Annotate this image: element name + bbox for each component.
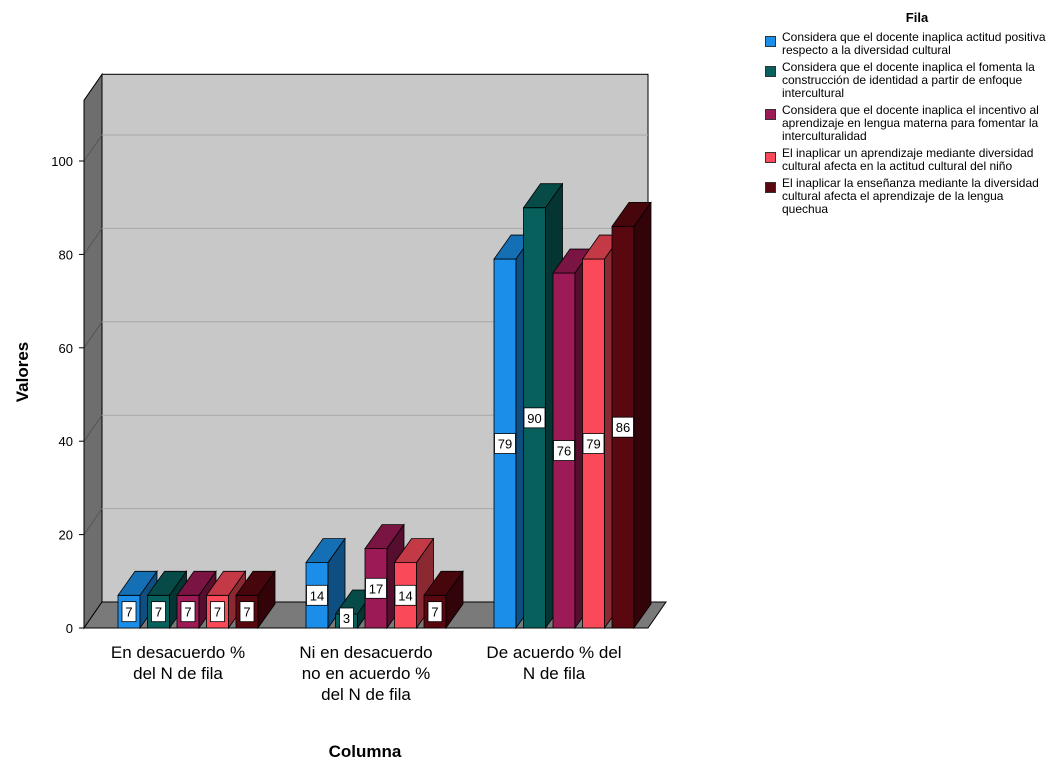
- bar-side: [633, 201, 652, 630]
- y-axis-title: Valores: [13, 342, 32, 403]
- data-label: 7: [155, 605, 162, 620]
- legend-label: Considera que el docente inaplica el inc…: [782, 103, 1039, 143]
- legend-label: El inaplicar un aprendizaje mediante div…: [782, 146, 1034, 173]
- data-label-box: [612, 416, 634, 438]
- legend-swatch: [765, 36, 776, 47]
- data-label: 7: [125, 605, 132, 620]
- legend-swatch: [765, 152, 776, 163]
- data-label-box: [151, 601, 166, 623]
- gridline-side: [83, 414, 103, 442]
- legend-swatch: [765, 66, 776, 77]
- y-tick-label: 80: [59, 247, 73, 262]
- data-label-box: [582, 433, 605, 454]
- y-tick-label: 60: [59, 341, 73, 356]
- legend-swatch: [765, 109, 776, 120]
- gridline-side: [83, 508, 103, 535]
- bar: 86: [611, 201, 652, 630]
- y-tick-label: 40: [59, 434, 73, 449]
- legend-item: Considera que el docente inaplica actitu…: [765, 31, 1047, 57]
- data-label-box: [553, 440, 575, 461]
- data-label: 76: [557, 444, 571, 459]
- x-category-label: En desacuerdo % del N de fila: [111, 643, 245, 683]
- data-label-box: [394, 584, 417, 606]
- data-label-box: [210, 601, 225, 623]
- bar: 7: [423, 570, 464, 630]
- legend-items: Considera que el docente inaplica actitu…: [765, 31, 1047, 216]
- data-label: 7: [184, 605, 191, 620]
- data-label: 7: [431, 605, 438, 620]
- data-label: 79: [586, 437, 600, 452]
- data-label-box: [339, 607, 354, 629]
- legend-item: El inaplicar un aprendizaje mediante div…: [765, 147, 1047, 173]
- x-category-label: De acuerdo % del N de fila: [486, 643, 621, 683]
- y-tick-label: 0: [66, 621, 73, 636]
- data-label: 14: [398, 588, 412, 603]
- data-label: 7: [243, 605, 250, 620]
- gridline-side: [83, 321, 103, 349]
- x-axis-title: Columna: [329, 742, 402, 760]
- data-label-box: [239, 601, 255, 623]
- legend: Fila Considera que el docente inaplica a…: [765, 10, 1047, 220]
- bar-side: [257, 570, 276, 630]
- gridline-side: [83, 134, 103, 162]
- bar: 14: [305, 537, 346, 630]
- data-label-box: [427, 601, 443, 623]
- x-category-label: Ni en desacuerdo no en acuerdo % del N de …: [299, 643, 432, 704]
- legend-item: El inaplicar la enseñanza mediante la di…: [765, 177, 1047, 216]
- data-label-box: [494, 433, 516, 454]
- bar: 7: [117, 570, 158, 630]
- data-label: 7: [214, 605, 221, 620]
- bar-side: [445, 570, 464, 630]
- bars: 7 7 7 7 7 14 3 17 14 7 79 90 76 79 86: [117, 182, 652, 630]
- legend-item: Considera que el docente inaplica el fom…: [765, 61, 1047, 100]
- y-tick-label: 100: [51, 154, 73, 169]
- data-label: 90: [527, 411, 541, 426]
- legend-label: Considera que el docente inaplica el fom…: [782, 60, 1035, 100]
- data-label: 14: [310, 588, 324, 603]
- bar: 7: [235, 570, 276, 630]
- y-axis: 0 20 40 60 80 100: [51, 100, 85, 636]
- data-label: 86: [616, 420, 630, 435]
- data-label: 17: [369, 581, 383, 596]
- legend-label: El inaplicar la enseñanza mediante la di…: [782, 176, 1039, 216]
- x-axis: En desacuerdo % del N de fila Ni en desacu…: [111, 643, 622, 704]
- data-label-box: [523, 407, 546, 429]
- y-tick-label: 20: [59, 528, 73, 543]
- legend-swatch: [765, 182, 776, 193]
- data-label-box: [306, 584, 328, 606]
- data-label: 3: [343, 611, 350, 626]
- data-label-box: [121, 601, 137, 623]
- data-label-box: [365, 577, 387, 599]
- gridline-side: [83, 228, 103, 255]
- legend-label: Considera que el docente inaplica actitu…: [782, 30, 1046, 57]
- data-label: 79: [498, 437, 512, 452]
- legend-item: Considera que el docente inaplica el inc…: [765, 104, 1047, 143]
- bar: 7: [146, 570, 188, 630]
- data-label-box: [180, 601, 196, 623]
- legend-title: Fila: [905, 10, 929, 25]
